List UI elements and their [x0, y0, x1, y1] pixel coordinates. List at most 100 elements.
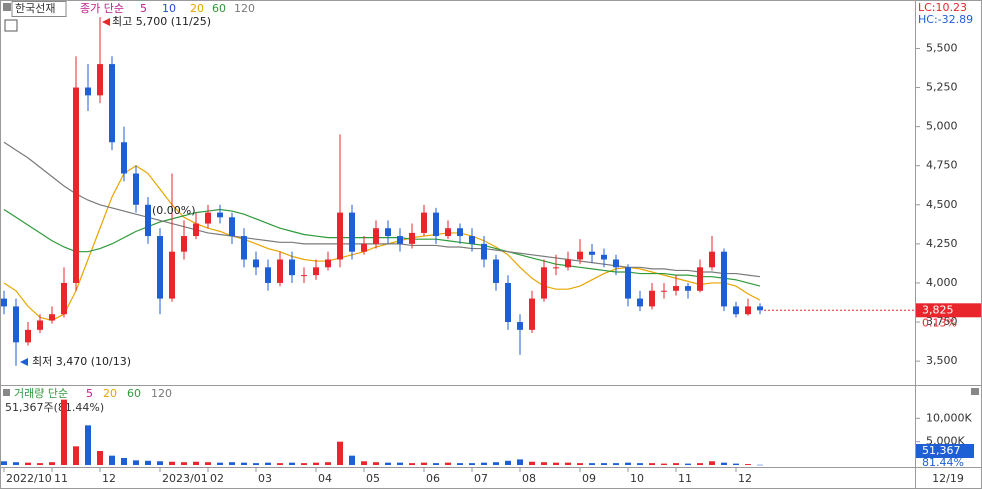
- y-tick-label: 4,000: [926, 276, 958, 289]
- candle-body: [517, 322, 523, 330]
- volume-bar: [589, 463, 595, 465]
- legend-entry: 10: [162, 2, 176, 15]
- volume-legend-entry: 120: [151, 387, 172, 400]
- volume-bar: [253, 463, 259, 465]
- volume-bar: [457, 463, 463, 465]
- candle-body: [613, 259, 619, 268]
- volume-bar: [169, 461, 175, 465]
- volume-bar: [649, 463, 655, 465]
- y-tick-label: 10,000K: [926, 411, 972, 424]
- volume-bar: [313, 462, 319, 465]
- candle-body: [121, 142, 127, 174]
- candle-body: [277, 259, 283, 283]
- candle-body: [85, 87, 91, 96]
- volume-bar: [157, 461, 163, 465]
- y-tick-label: 4,500: [926, 198, 958, 211]
- candle-body: [1, 298, 7, 307]
- volume-bar: [553, 462, 559, 465]
- candle-body: [541, 267, 547, 299]
- x-tick-label: 11: [678, 472, 692, 485]
- low-annotation: 최저 3,470 (10/13): [32, 355, 131, 368]
- candle-body: [661, 290, 667, 292]
- x-tick-label: 06: [426, 472, 440, 485]
- y-tick-label: 4,750: [926, 159, 958, 172]
- volume-bar: [721, 462, 727, 465]
- last-volume: 51,367: [922, 444, 961, 457]
- volume-bar: [217, 462, 223, 465]
- candle-body: [253, 259, 259, 268]
- legend-entry: 60: [212, 2, 226, 15]
- volume-bar: [121, 458, 127, 465]
- volume-bar: [325, 462, 331, 465]
- x-tick-label: 12: [738, 472, 752, 485]
- table-icon[interactable]: [4, 19, 18, 32]
- x-tick-label: 10: [630, 472, 644, 485]
- candle-body: [589, 251, 595, 255]
- volume-bar: [709, 461, 715, 465]
- x-tick-label: 04: [318, 472, 332, 485]
- name-box[interactable]: [11, 1, 67, 17]
- candle-body: [61, 282, 67, 315]
- candle-body: [157, 236, 163, 299]
- candle-body: [721, 251, 727, 307]
- volume-legend-entry: 20: [103, 387, 117, 400]
- volume-bar: [337, 441, 343, 465]
- volume-bar: [133, 460, 139, 465]
- y-tick-label: 3,750: [926, 315, 958, 328]
- x-tick-label: 03: [258, 472, 272, 485]
- candle-body: [181, 236, 187, 252]
- volume-bar: [565, 462, 571, 465]
- panel-icon: [3, 389, 10, 396]
- mid-annotation: (0.00%): [152, 204, 196, 217]
- volume-bar: [637, 463, 643, 465]
- volume-bar: [757, 464, 763, 466]
- panel-toggle[interactable]: [971, 388, 979, 395]
- volume-bar: [481, 462, 487, 465]
- ma-line: [3, 208, 761, 287]
- candle-body: [241, 236, 247, 260]
- volume-bar: [433, 463, 439, 465]
- legend-entry: 5: [140, 2, 147, 15]
- ma-line: [3, 141, 761, 278]
- candle-body: [301, 275, 307, 277]
- volume-bar: [109, 455, 115, 465]
- candle-body: [229, 217, 235, 237]
- candle-body: [361, 243, 367, 252]
- candle-body: [457, 228, 463, 237]
- x-tick-label: 05: [366, 472, 380, 485]
- volume-bar: [85, 425, 91, 465]
- y-tick-label: 4,250: [926, 237, 958, 250]
- volume-bar: [493, 462, 499, 465]
- x-tick-label: 12: [102, 472, 116, 485]
- volume-bar: [61, 399, 67, 465]
- volume-bar: [37, 463, 43, 465]
- candle-body: [25, 329, 31, 343]
- candle-body: [97, 64, 103, 96]
- x-tick-label: 07: [474, 472, 488, 485]
- candle-body: [505, 282, 511, 323]
- candle-body: [481, 243, 487, 260]
- volume-bar: [145, 460, 151, 465]
- candle-body: [421, 212, 427, 233]
- volume-bar: [181, 462, 187, 465]
- candle-body: [205, 212, 211, 224]
- volume-bar: [385, 462, 391, 465]
- candle-body: [289, 259, 295, 276]
- volume-bar: [613, 463, 619, 465]
- volume-bar: [25, 462, 31, 465]
- volume-bar: [73, 446, 79, 465]
- volume-legend: 거래량 단순: [14, 387, 68, 400]
- candle-body: [409, 232, 415, 244]
- candle-body: [49, 314, 55, 321]
- candle-body: [637, 298, 643, 307]
- volume-bar: [685, 463, 691, 465]
- candle-body: [553, 267, 559, 269]
- y-tick-label: 5,000: [926, 120, 958, 133]
- panel-icon: [3, 3, 11, 11]
- candle-body: [697, 267, 703, 291]
- candle-body: [349, 212, 355, 252]
- volume-legend-entry: 5: [86, 387, 93, 400]
- candle-body: [217, 212, 223, 218]
- last-volume-box: [916, 444, 974, 458]
